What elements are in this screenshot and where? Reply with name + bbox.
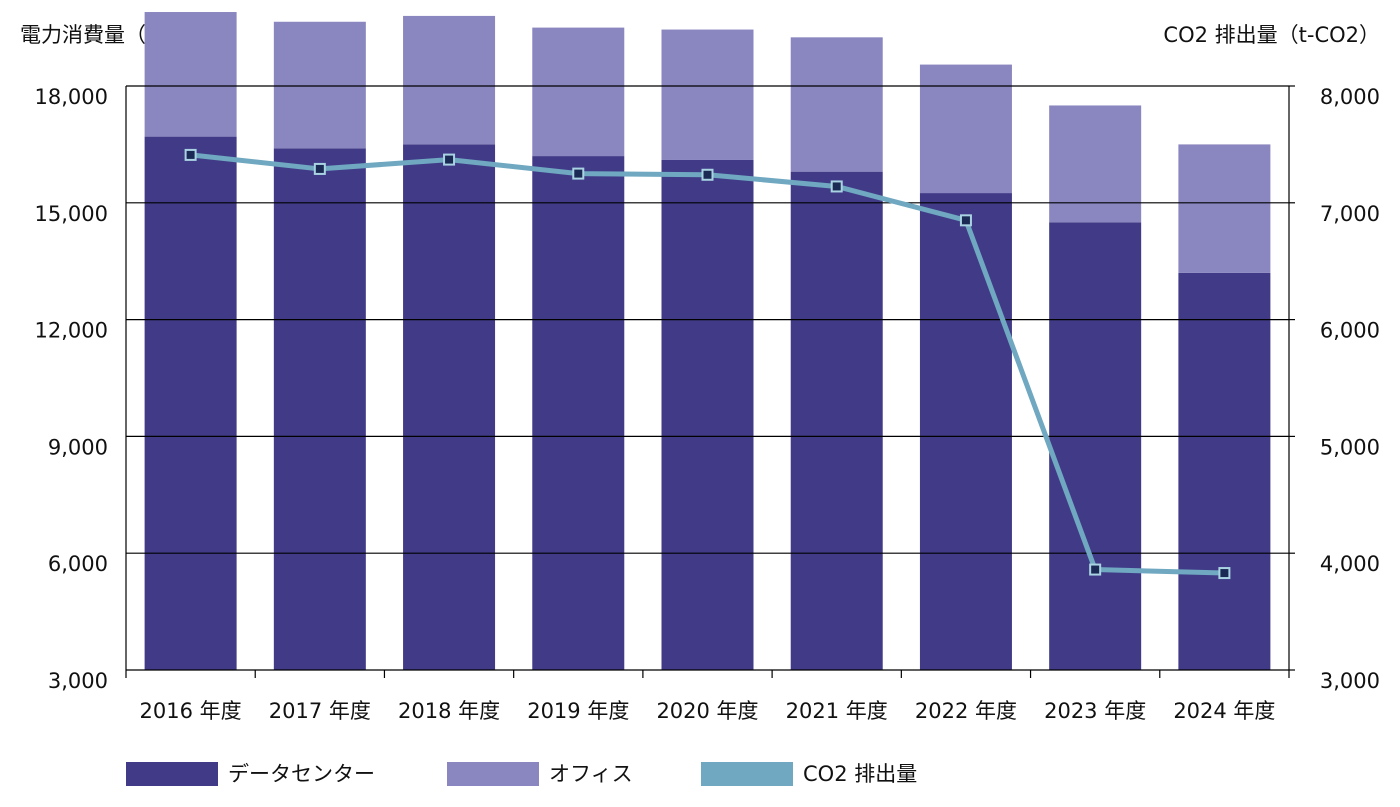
line-marker <box>184 148 197 161</box>
bar <box>273 148 366 670</box>
legend-label: CO2 排出量 <box>803 762 917 786</box>
bar <box>661 159 754 670</box>
bar <box>919 64 1012 194</box>
legend-swatch <box>701 762 793 786</box>
y-tick-label: 6,000 <box>48 552 108 576</box>
bar <box>919 193 1012 671</box>
bar <box>661 29 754 160</box>
y-tick-label: 9,000 <box>48 435 108 459</box>
x-tick-label: 2020 年度 <box>656 699 758 723</box>
bar <box>144 136 237 670</box>
line-marker <box>701 168 714 181</box>
legend-label: オフィス <box>549 762 633 786</box>
legend-swatch <box>126 762 218 786</box>
bar <box>403 144 496 670</box>
x-tick-label: 2021 年度 <box>786 699 888 723</box>
bar <box>532 27 625 157</box>
x-tick-label: 2019 年度 <box>527 699 629 723</box>
x-tick-label: 2023 年度 <box>1044 699 1146 723</box>
line-marker <box>1218 567 1231 580</box>
y-tick-label: 3,000 <box>48 669 108 693</box>
bar <box>790 171 883 671</box>
y2-tick-label: 3,000 <box>1320 669 1380 693</box>
x-tick-label: 2022 年度 <box>915 699 1017 723</box>
bar <box>273 21 366 149</box>
y-tick-label: 15,000 <box>35 202 108 226</box>
line-marker <box>830 180 843 193</box>
bar <box>1178 144 1271 273</box>
line-marker <box>313 162 326 175</box>
line-marker <box>959 214 972 227</box>
y-tick-label: 18,000 <box>35 85 108 109</box>
bar <box>790 37 883 172</box>
y2-tick-label: 5,000 <box>1320 435 1380 459</box>
bar <box>1049 105 1142 223</box>
legend-swatch <box>447 762 539 786</box>
y2-tick-label: 6,000 <box>1320 319 1380 343</box>
line-marker <box>443 153 456 166</box>
bar <box>1178 272 1271 670</box>
x-tick-label: 2018 年度 <box>398 699 500 723</box>
bar <box>532 156 625 670</box>
line-marker <box>1089 563 1102 576</box>
y-tick-label: 12,000 <box>35 319 108 343</box>
x-tick-label: 2017 年度 <box>269 699 371 723</box>
y2-tick-label: 4,000 <box>1320 552 1380 576</box>
legend-label: データセンター <box>228 762 375 786</box>
y2-axis-title: CO2 排出量（t-CO2） <box>1163 23 1380 47</box>
bar <box>1049 222 1142 670</box>
line-marker <box>572 167 585 180</box>
y2-tick-label: 8,000 <box>1320 85 1380 109</box>
x-tick-label: 2024 年度 <box>1173 699 1275 723</box>
bar <box>403 15 496 145</box>
y2-tick-label: 7,000 <box>1320 202 1380 226</box>
x-tick-label: 2016 年度 <box>140 699 242 723</box>
bar <box>144 12 237 137</box>
